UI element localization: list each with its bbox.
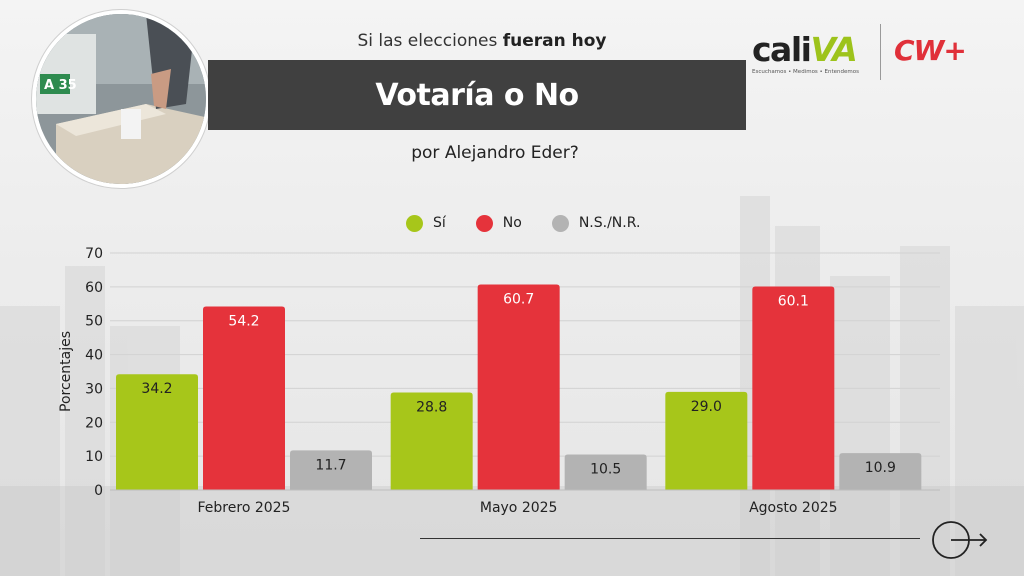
- y-tick-label-5: 50: [85, 314, 103, 330]
- caliva-logo: caliVA Escuchamos • Medimos • Entendemos: [752, 32, 872, 80]
- bar-value-label-2-2: 10.9: [865, 460, 896, 476]
- y-axis-label: Porcentajes: [58, 331, 74, 412]
- legend-label-ns: N.S./N.R.: [578, 215, 641, 231]
- legend-label-no: No: [502, 215, 522, 231]
- bar-0-2: [665, 391, 748, 490]
- legend-item-no: No: [475, 214, 522, 232]
- legend-swatch-no: [475, 214, 493, 232]
- legend-item-ns: N.S./N.R.: [551, 214, 641, 232]
- caliva-logo-tagline: Escuchamos • Medimos • Entendemos: [752, 69, 859, 75]
- bar-2-2: [839, 453, 922, 490]
- footer-divider: [420, 538, 920, 539]
- x-tick-label-1: Mayo 2025: [480, 500, 558, 516]
- legend-label-si: Sí: [433, 215, 446, 231]
- x-tick-label-2: Agosto 2025: [749, 500, 837, 516]
- subtitle-top: Si las elecciones fueran hoy: [272, 31, 692, 51]
- bar-1-0: [203, 306, 285, 490]
- bar-1-1: [477, 284, 560, 490]
- bar-0-0: [116, 374, 198, 490]
- bar-value-label-0-2: 29.0: [691, 399, 722, 415]
- caliva-logo-accent: VA: [810, 30, 857, 69]
- legend-swatch-ns: [551, 214, 569, 232]
- next-arrow-icon[interactable]: [930, 521, 990, 559]
- caliva-logo-main: cali: [752, 30, 812, 69]
- bar-value-label-2-0: 11.7: [315, 457, 346, 473]
- y-tick-label-2: 20: [85, 415, 103, 431]
- subtitle-bottom: por Alejandro Eder?: [411, 143, 579, 163]
- y-tick-label-7: 70: [85, 246, 103, 262]
- ballot-box-label: A 35: [44, 78, 77, 93]
- y-tick-label-0: 0: [94, 483, 103, 499]
- page-title: Votaría o No: [375, 77, 579, 113]
- bar-value-label-1-0: 54.2: [228, 313, 259, 329]
- y-tick-label-6: 60: [85, 280, 103, 296]
- bar-value-label-0-1: 28.8: [416, 399, 447, 415]
- bar-value-label-1-2: 60.1: [778, 294, 809, 310]
- legend-item-si: Sí: [406, 214, 446, 232]
- x-tick-label-0: Febrero 2025: [198, 500, 291, 516]
- bar-2-1: [564, 454, 647, 490]
- bar-value-label-1-1: 60.7: [503, 291, 534, 307]
- ballot-box-photo: A 35: [32, 10, 210, 188]
- chart-legend: Sí No N.S./N.R.: [406, 213, 670, 233]
- bar-value-label-0-0: 34.2: [141, 381, 172, 397]
- cw-logo: CW+: [894, 34, 967, 67]
- legend-swatch-si: [406, 214, 423, 232]
- bar-1-2: [752, 286, 835, 490]
- subtitle-top-bold: fueran hoy: [502, 31, 607, 51]
- bar-value-label-2-1: 10.5: [590, 461, 621, 477]
- y-tick-label-1: 10: [85, 449, 103, 465]
- y-tick-label-4: 40: [85, 348, 103, 364]
- y-tick-label-3: 30: [85, 381, 103, 397]
- title-bar: Votaría o No: [208, 60, 746, 130]
- bar-2-0: [290, 450, 372, 490]
- bar-0-1: [390, 392, 473, 490]
- subtitle-top-plain: Si las elecciones: [357, 31, 503, 51]
- logo-divider: [880, 24, 881, 80]
